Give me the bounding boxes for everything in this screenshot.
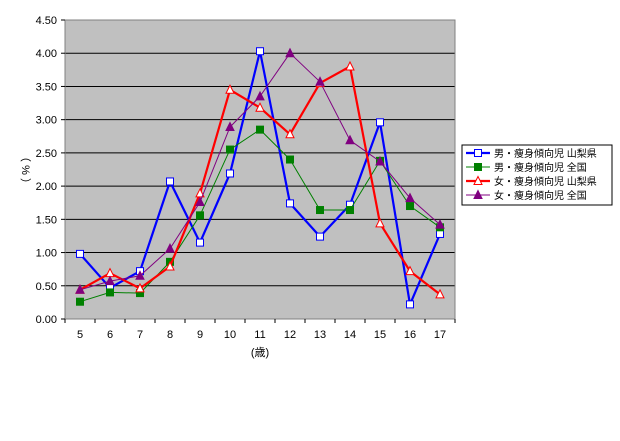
legend-marker xyxy=(473,175,483,185)
y-tick-label: 3.00 xyxy=(36,115,57,127)
legend-label: 女・痩身傾向児 全国 xyxy=(494,189,587,202)
x-tick-label: 17 xyxy=(434,329,446,341)
x-tick-label: 16 xyxy=(404,329,416,341)
x-tick-label: 15 xyxy=(374,329,386,341)
legend-marker xyxy=(474,163,482,171)
data-point xyxy=(406,300,414,309)
legend-item: 女・痩身傾向児 山梨県 xyxy=(466,175,597,188)
data-point xyxy=(376,118,384,127)
y-tick-label: 2.50 xyxy=(36,148,57,160)
x-tick-label: 12 xyxy=(284,329,296,341)
data-point xyxy=(285,47,295,58)
y-axis-ticks: 0.00 0.50 1.00 1.50 2.00 2.50 3.00 3.50 4.00 4.50 xyxy=(36,15,65,326)
data-point xyxy=(196,238,204,247)
data-point xyxy=(76,249,84,258)
plot-border xyxy=(64,19,456,320)
data-point xyxy=(435,219,445,229)
x-tick-label: 9 xyxy=(197,329,203,341)
data-point xyxy=(315,76,325,86)
data-point xyxy=(405,265,415,276)
data-point xyxy=(435,288,445,299)
y-tick-label: 1.00 xyxy=(36,248,57,260)
y-tick-label: 4.50 xyxy=(36,15,57,27)
x-tick-label: 13 xyxy=(314,329,326,341)
data-point xyxy=(135,282,145,293)
y-axis-title: （ % ） xyxy=(19,151,32,189)
data-point xyxy=(316,232,324,241)
data-point xyxy=(226,145,234,154)
x-tick-label: 10 xyxy=(224,329,236,341)
data-point xyxy=(195,196,205,207)
data-point xyxy=(135,270,145,280)
data-point xyxy=(256,47,264,56)
legend-label: 男・痩身傾向児 山梨県 xyxy=(494,147,597,160)
data-point xyxy=(346,206,354,215)
data-point xyxy=(406,202,414,211)
data-point xyxy=(345,134,355,145)
legend-marker xyxy=(474,149,482,157)
data-point xyxy=(225,121,235,131)
y-tick-label: 4.00 xyxy=(36,48,57,60)
x-tick-label: 14 xyxy=(344,329,356,341)
data-point xyxy=(405,192,415,203)
series-layer xyxy=(75,47,445,309)
y-tick-label: 0.00 xyxy=(36,314,57,326)
legend-item: 女・痩身傾向児 全国 xyxy=(466,189,587,202)
data-point xyxy=(106,288,114,297)
data-point xyxy=(285,128,295,139)
y-tick-label: 2.00 xyxy=(36,181,57,193)
y-tick-label: 1.50 xyxy=(36,214,57,226)
plot-area xyxy=(65,20,455,319)
series-4 xyxy=(75,47,445,294)
x-tick-label: 5 xyxy=(77,329,83,341)
x-axis-title: (歳) xyxy=(251,346,269,359)
data-point xyxy=(255,90,265,101)
data-point xyxy=(286,199,294,208)
x-tick-label: 8 xyxy=(167,329,173,341)
y-tick-label: 0.50 xyxy=(36,281,57,293)
legend-item: 男・痩身傾向児 全国 xyxy=(466,161,587,174)
data-point xyxy=(76,297,84,306)
data-point xyxy=(375,155,385,166)
data-point xyxy=(286,155,294,164)
x-tick-label: 11 xyxy=(254,329,265,341)
data-point xyxy=(196,211,204,220)
data-point xyxy=(226,169,234,178)
data-point xyxy=(316,206,324,215)
data-point xyxy=(105,275,115,286)
legend-label: 男・痩身傾向児 全国 xyxy=(494,161,587,174)
data-point xyxy=(165,260,175,271)
data-point xyxy=(345,60,355,71)
data-point xyxy=(165,242,175,253)
legend-item: 男・痩身傾向児 山梨県 xyxy=(466,147,597,160)
data-point xyxy=(436,229,444,238)
data-point xyxy=(75,284,85,294)
y-tick-label: 3.50 xyxy=(36,81,57,93)
data-point xyxy=(255,102,265,112)
data-point xyxy=(375,217,385,228)
data-point xyxy=(166,177,174,186)
x-tick-label: 7 xyxy=(137,329,143,341)
legend-marker xyxy=(473,189,483,199)
data-point xyxy=(225,84,235,94)
x-tick-label: 6 xyxy=(107,329,113,341)
x-axis-ticks: 5 6 7 8 9 10 11 12 13 14 15 16 17 xyxy=(64,319,456,341)
legend-label: 女・痩身傾向児 山梨県 xyxy=(494,175,597,188)
data-point xyxy=(256,125,264,134)
